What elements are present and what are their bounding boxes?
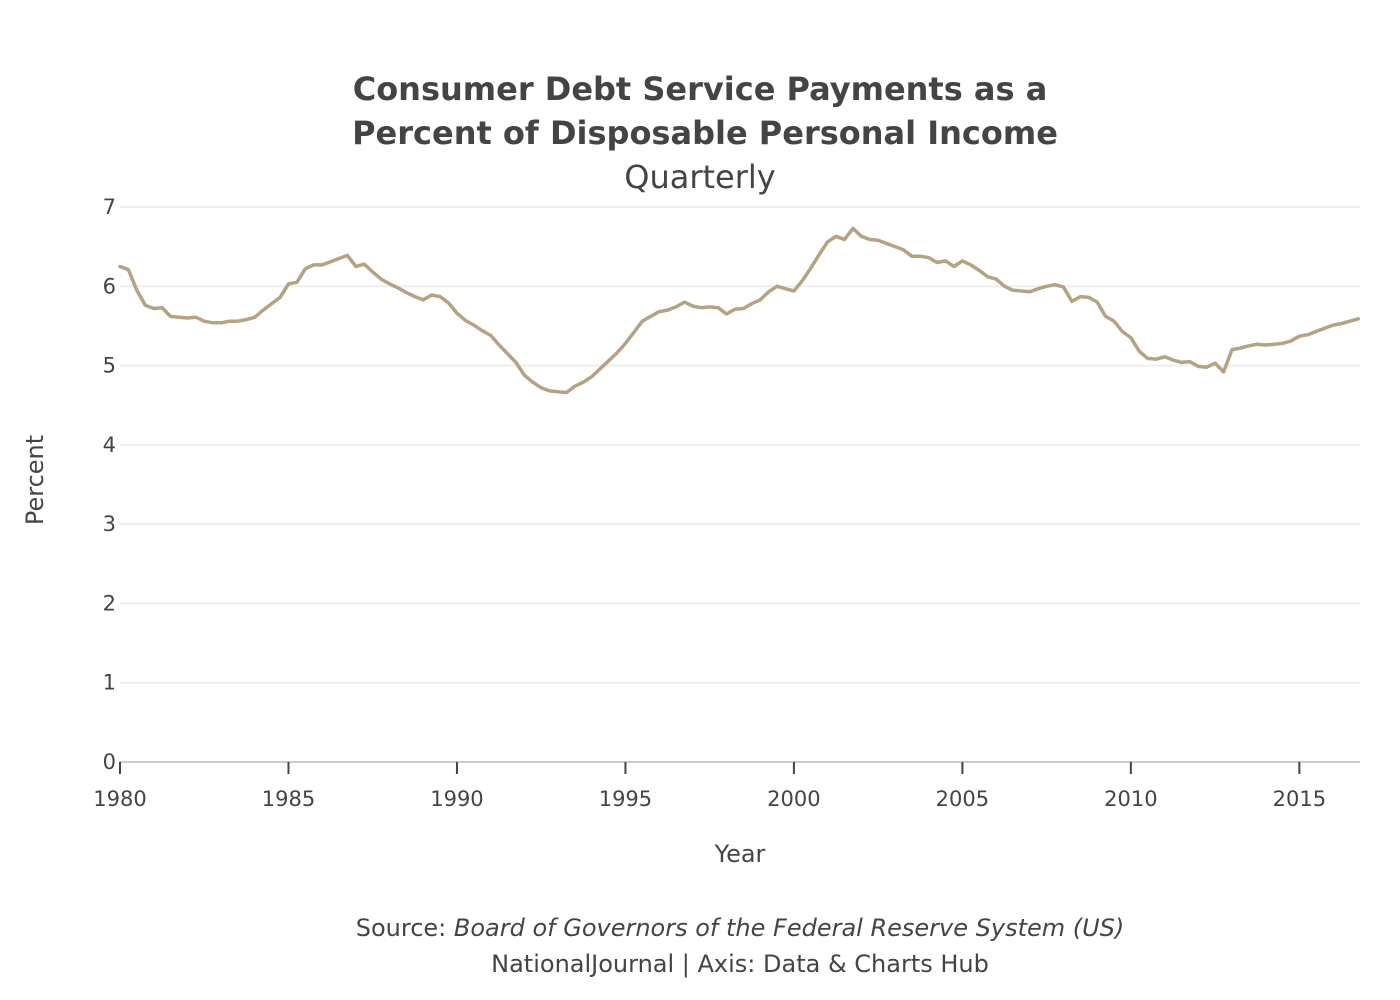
chart-subtitle: Quarterly <box>624 158 775 196</box>
x-tick-label: 1980 <box>93 787 146 811</box>
series-layer <box>118 226 1361 395</box>
x-tick-label: 2000 <box>767 787 820 811</box>
x-axis-ticks: 1980 1985 1990 1995 2000 2005 2010 2015 <box>93 762 1326 811</box>
source-name: Board of Governors of the Federal Reserv… <box>454 914 1124 942</box>
x-axis-title: Year <box>714 840 766 868</box>
x-tick-label: 2015 <box>1273 787 1326 811</box>
x-tick-label: 2010 <box>1104 787 1157 811</box>
y-tick-label: 6 <box>103 274 116 298</box>
x-tick-label: 1985 <box>262 787 315 811</box>
y-tick-label: 1 <box>103 671 116 695</box>
y-axis-title: Percent <box>21 435 49 525</box>
y-tick-label: 4 <box>103 433 116 457</box>
y-tick-label: 5 <box>103 354 116 378</box>
chart-title-line-2: Percent of Disposable Personal Income <box>352 114 1058 152</box>
x-tick-label: 2005 <box>936 787 989 811</box>
series-line <box>118 226 1361 395</box>
chart-title-line-1: Consumer Debt Service Payments as a <box>353 70 1048 108</box>
x-tick-label: 1995 <box>599 787 652 811</box>
source-line: Source: Board of Governors of the Federa… <box>356 914 1125 942</box>
y-tick-label: 3 <box>103 512 116 536</box>
y-tick-label: 0 <box>103 750 116 774</box>
y-tick-label: 7 <box>103 195 116 219</box>
x-tick-label: 1990 <box>430 787 483 811</box>
source-credit: NationalJournal | Axis: Data & Charts Hu… <box>491 950 989 978</box>
source-prefix: Source: <box>356 914 454 942</box>
y-tick-label: 2 <box>103 591 116 615</box>
y-axis-ticks: 0 1 2 3 4 5 6 7 <box>103 195 116 774</box>
gridlines <box>120 206 1360 763</box>
